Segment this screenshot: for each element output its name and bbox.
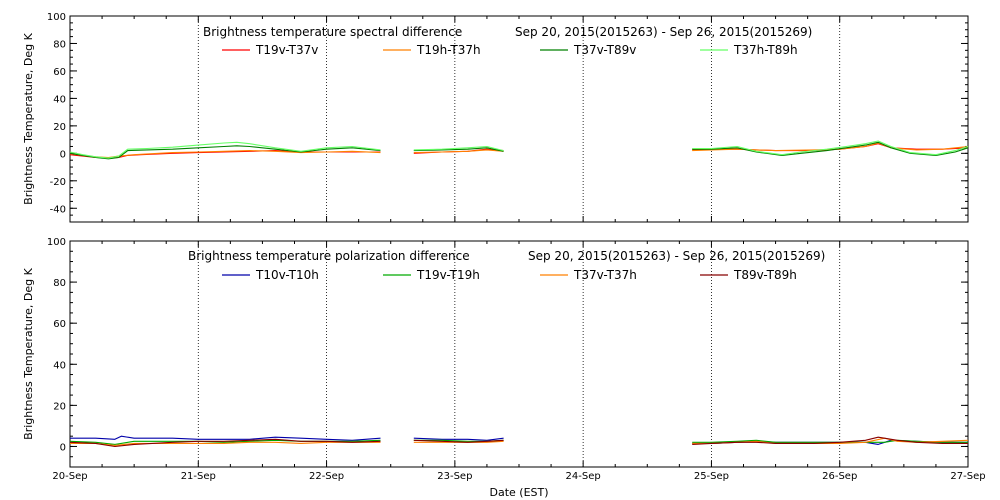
y-tick-label: 40 xyxy=(53,94,66,105)
legend-label: T89v-T89h xyxy=(733,268,797,282)
x-tick-label: 27-Sep xyxy=(950,471,985,482)
legend-label: T37v-T89v xyxy=(573,43,636,57)
date-axis: 20-Sep 21-Sep 22-Sep 23-Sep 24-Sep 25-Sep 26-S… xyxy=(52,471,985,499)
polarization-difference-panel: 0 20 40 60 80 100 Brightness Temperature, Deg … xyxy=(22,237,969,468)
y-tick-label: 80 xyxy=(53,278,66,289)
y-tick-label: 0 xyxy=(60,442,66,453)
series-line-t37h-t89h xyxy=(692,140,969,156)
y-axis-label: Brightness Temperature, Deg K xyxy=(22,267,35,439)
y-tick-label: 80 xyxy=(53,39,66,50)
x-tick-label: 24-Sep xyxy=(566,471,601,482)
x-tick-label: 21-Sep xyxy=(181,471,216,482)
legend-label: T10v-T10h xyxy=(255,268,319,282)
x-tick-label: 22-Sep xyxy=(309,471,344,482)
legend-label: T19v-T37v xyxy=(255,43,318,57)
y-tick-label: 100 xyxy=(47,237,66,248)
series-line-t10v-t10h xyxy=(70,435,381,441)
series-line-t19h-t37h xyxy=(692,142,969,152)
spectral-difference-panel: -40 -20 0 20 40 60 80 100 Brightness Temperature… xyxy=(22,12,969,223)
x-tick-label: 26-Sep xyxy=(822,471,857,482)
series-line-t37h-t89h xyxy=(69,141,381,159)
x-axis-label: Date (EST) xyxy=(489,486,548,499)
y-tick-label: 0 xyxy=(60,149,66,160)
x-tick-label: 25-Sep xyxy=(694,471,729,482)
legend-label: T37v-T37h xyxy=(573,268,637,282)
legend-label: T19v-T19h xyxy=(416,268,480,282)
series-line-t37v-t89v xyxy=(69,145,381,160)
chart-title: Brightness temperature spectral differen… xyxy=(203,25,462,39)
series-line-t37h-t89h xyxy=(413,145,504,152)
chart-title: Brightness temperature polarization diff… xyxy=(188,249,470,263)
y-tick-label: -40 xyxy=(50,204,66,215)
y-tick-label: 100 xyxy=(47,12,66,23)
date-range-label: Sep 20, 2015(2015263) - Sep 26, 2015(201… xyxy=(515,25,812,39)
date-range-label: Sep 20, 2015(2015263) - Sep 26, 2015(201… xyxy=(528,249,825,263)
series-line-t37v-t89v xyxy=(413,147,504,152)
y-tick-label: 60 xyxy=(53,67,66,78)
series-line-t37v-t37h xyxy=(70,441,381,446)
series-line-t89v-t89h xyxy=(692,436,968,445)
x-tick-label: 23-Sep xyxy=(437,471,472,482)
y-tick-label: -20 xyxy=(50,177,66,188)
series-line-t89v-t89h xyxy=(413,439,504,443)
y-tick-label: 20 xyxy=(53,122,66,133)
y-tick-label: 60 xyxy=(53,319,66,330)
legend-label: T19h-T37h xyxy=(416,43,481,57)
y-axis-label: Brightness Temperature, Deg K xyxy=(22,32,35,204)
series-line-t37v-t89v xyxy=(692,141,969,156)
series-line-t10v-t10h xyxy=(413,437,504,441)
legend-label: T37h-T89h xyxy=(733,43,798,57)
series-line-t89v-t89h xyxy=(69,438,381,448)
plot-frame xyxy=(69,15,969,223)
x-tick-label: 20-Sep xyxy=(52,471,87,482)
y-tick-label: 40 xyxy=(53,360,66,371)
y-tick-label: 20 xyxy=(53,401,66,412)
series-line-t19h-t37h xyxy=(413,149,504,154)
plot-frame xyxy=(69,240,969,468)
